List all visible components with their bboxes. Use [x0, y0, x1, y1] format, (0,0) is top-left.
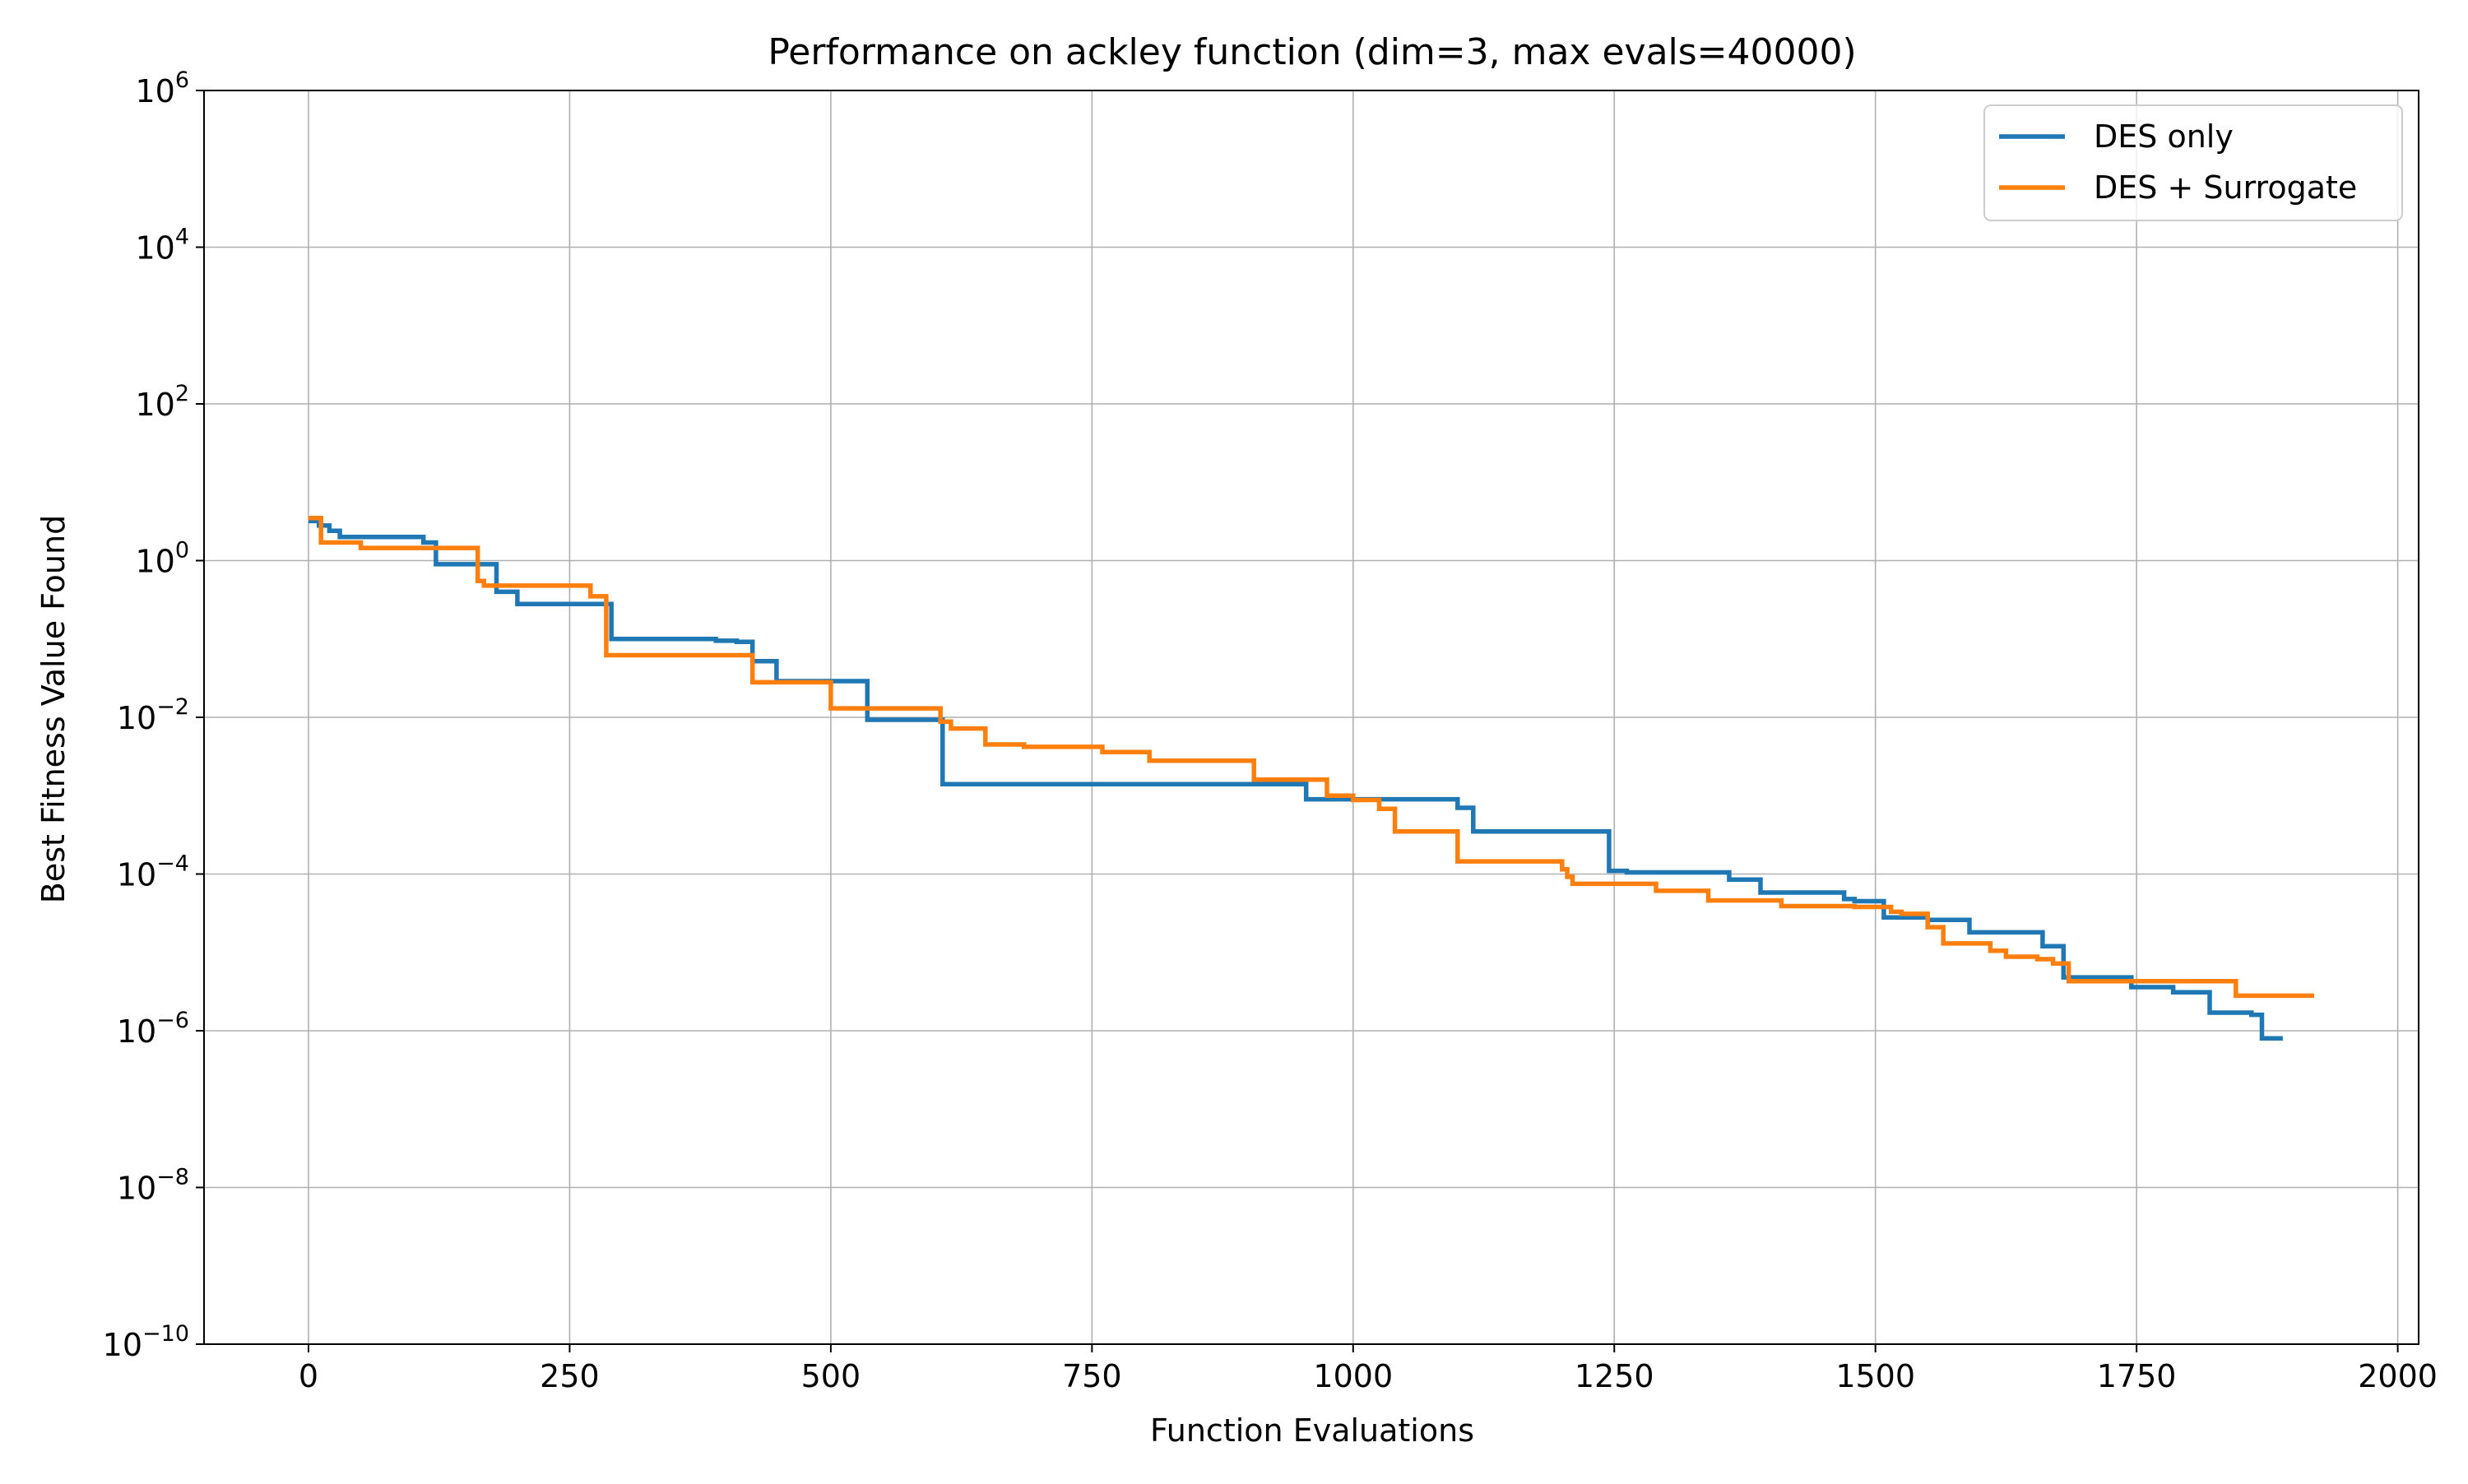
y-tick-exponent: −2 — [156, 694, 189, 720]
y-tick-base: 10 — [103, 1327, 142, 1363]
x-tick-label: 2000 — [2358, 1358, 2438, 1394]
x-tick-label: 1500 — [1835, 1358, 1915, 1394]
y-tick-base: 10 — [117, 857, 156, 893]
legend: DES only DES + Surrogate — [1983, 104, 2403, 221]
x-tick-label: 1000 — [1313, 1358, 1393, 1394]
y-tick-base: 10 — [135, 544, 174, 580]
y-tick-label: 100 — [135, 538, 189, 580]
y-tick-label: 104 — [135, 225, 189, 267]
y-tick-base: 10 — [117, 1171, 156, 1207]
x-tick-label: 750 — [1062, 1358, 1122, 1394]
y-tick-label: 10−10 — [103, 1321, 189, 1363]
series-layer — [308, 515, 2314, 1041]
y-tick-base: 10 — [135, 387, 174, 423]
y-tick-exponent: −4 — [156, 851, 189, 877]
y-tick-base: 10 — [135, 230, 174, 267]
x-tick-label: 250 — [540, 1358, 600, 1394]
y-axis-label: Best Fitness Value Found — [35, 515, 72, 903]
y-tick-base: 10 — [135, 73, 174, 109]
legend-label: DES + Surrogate — [2094, 169, 2357, 206]
x-axis-label: Function Evaluations — [1150, 1412, 1474, 1449]
y-tick-exponent: 2 — [175, 381, 189, 406]
legend-box — [1983, 104, 2403, 221]
x-tick-label: 1250 — [1575, 1358, 1654, 1394]
y-tick-exponent: −6 — [156, 1008, 189, 1033]
chart-title: Performance on ackley function (dim=3, m… — [768, 31, 1856, 73]
ticks-layer: 0 250 500 750 1000 1250 1500 1750 200010−1010−81… — [103, 67, 2438, 1394]
y-tick-label: 10−6 — [117, 1008, 189, 1050]
series-line-0 — [308, 518, 2283, 1041]
legend-label: DES only — [2094, 118, 2234, 155]
y-tick-exponent: −10 — [142, 1321, 189, 1347]
series-line-1 — [308, 515, 2314, 999]
y-tick-label: 106 — [135, 67, 189, 109]
y-tick-exponent: 4 — [175, 225, 189, 250]
x-tick-label: 500 — [801, 1358, 861, 1394]
y-tick-label: 10−2 — [117, 694, 189, 736]
x-tick-label: 1750 — [2097, 1358, 2177, 1394]
y-tick-exponent: 0 — [175, 538, 189, 563]
y-tick-base: 10 — [117, 1013, 156, 1050]
y-tick-label: 10−8 — [117, 1165, 189, 1207]
y-tick-label: 10−4 — [117, 851, 189, 893]
y-tick-exponent: −8 — [156, 1165, 189, 1190]
y-tick-label: 102 — [135, 381, 189, 423]
y-tick-base: 10 — [117, 700, 156, 736]
y-tick-exponent: 6 — [175, 67, 189, 93]
x-tick-label: 0 — [299, 1358, 318, 1394]
